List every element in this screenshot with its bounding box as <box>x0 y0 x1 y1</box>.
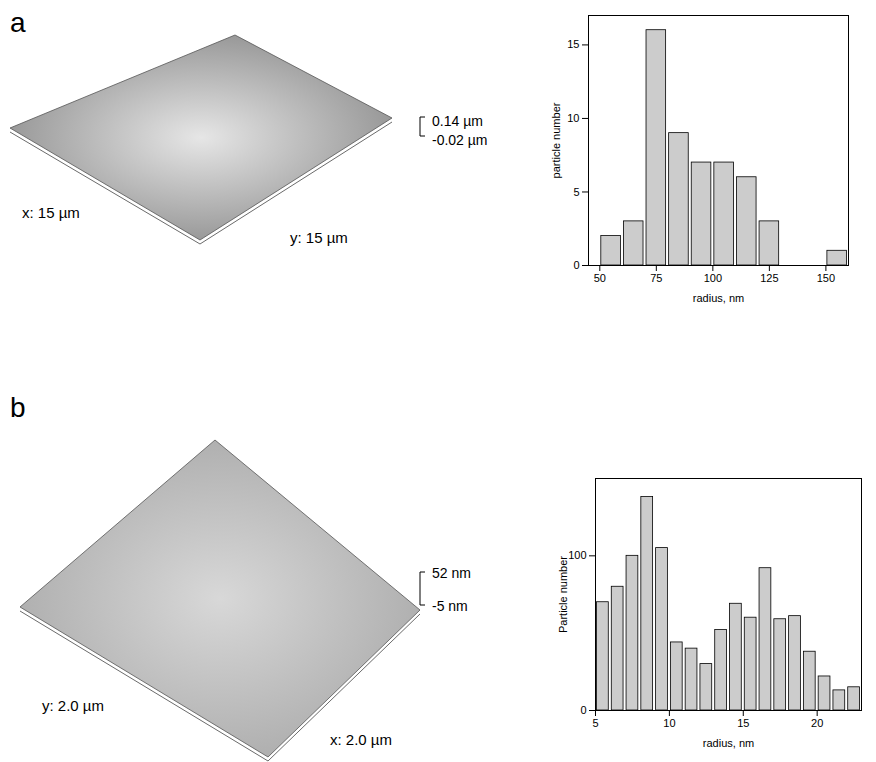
svg-text:10: 10 <box>663 717 675 729</box>
svg-text:x: 2.0 µm: x: 2.0 µm <box>330 731 392 748</box>
svg-text:0: 0 <box>573 259 579 271</box>
svg-text:particle number: particle number <box>550 102 562 178</box>
svg-text:100: 100 <box>704 272 722 284</box>
svg-text:0.14 µm: 0.14 µm <box>432 113 483 129</box>
svg-text:5: 5 <box>573 185 579 197</box>
svg-text:75: 75 <box>650 272 662 284</box>
svg-text:52 nm: 52 nm <box>432 565 471 581</box>
svg-text:y: 15 µm: y: 15 µm <box>290 229 348 246</box>
svg-text:20: 20 <box>811 717 823 729</box>
svg-text:radius, nm: radius, nm <box>703 737 754 749</box>
svg-text:10: 10 <box>567 112 579 124</box>
svg-text:5: 5 <box>592 717 598 729</box>
svg-text:150: 150 <box>817 272 835 284</box>
svg-text:y: 2.0 µm: y: 2.0 µm <box>42 697 104 714</box>
svg-text:50: 50 <box>594 272 606 284</box>
svg-text:x: 15 µm: x: 15 µm <box>22 204 80 221</box>
svg-text:0: 0 <box>580 704 586 716</box>
svg-text:15: 15 <box>567 38 579 50</box>
svg-text:a: a <box>10 7 26 38</box>
svg-text:radius, nm: radius, nm <box>693 292 744 304</box>
svg-text:Particle number: Particle number <box>557 556 569 633</box>
svg-text:125: 125 <box>760 272 778 284</box>
svg-text:100: 100 <box>568 549 586 561</box>
svg-text:15: 15 <box>737 717 749 729</box>
svg-text:b: b <box>10 392 26 423</box>
svg-text:-0.02 µm: -0.02 µm <box>432 132 488 148</box>
svg-text:-5 nm: -5 nm <box>432 598 468 614</box>
